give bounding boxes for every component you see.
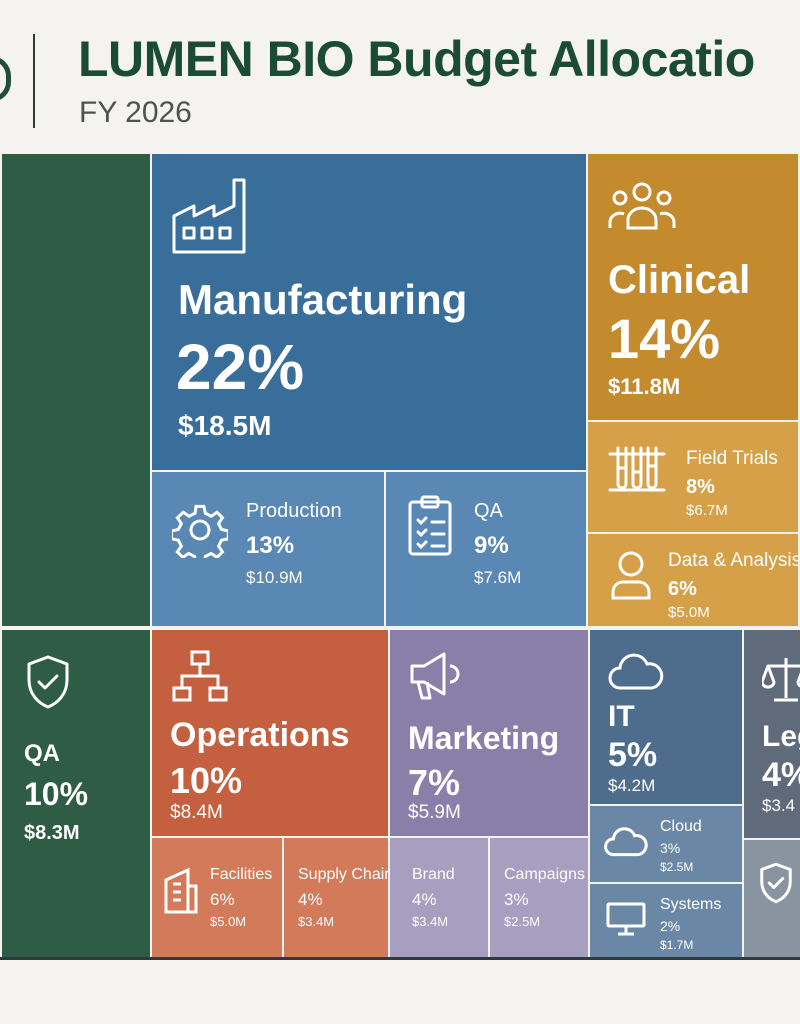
tile-marketing[interactable]: Marketing 7% $5.9M	[388, 628, 590, 838]
tile-percent: 7%	[408, 762, 461, 803]
tile-amount: $5.9M	[408, 802, 461, 823]
tile-field-trials[interactable]: Field Trials 8% $6.7M	[586, 420, 800, 534]
treemap-chart: Manufacturing 22% $18.5M Production 13% …	[0, 152, 800, 960]
tile-name: Production	[246, 500, 342, 522]
tile-manufacturing-qa[interactable]: QA 9% $7.6M	[384, 470, 588, 628]
tile-percent: 4%	[298, 890, 323, 909]
tile-name: Manufacturing	[178, 276, 468, 323]
header: LUMEN BIO Budget Allocatio FY 2026	[0, 0, 800, 150]
cloud-icon	[604, 826, 648, 858]
tile-it[interactable]: IT 5% $4.2M	[588, 628, 744, 806]
tile-name: Clinical	[608, 258, 751, 302]
tile-systems[interactable]: Systems 2% $1.7M	[588, 882, 744, 960]
tile-data-analysis[interactable]: Data & Analysis 6% $5.0M	[586, 532, 800, 628]
header-divider	[33, 34, 35, 128]
tile-name: Data & Analysis	[668, 550, 800, 571]
tile-amount: $8.3M	[24, 822, 80, 844]
tile-amount: $6.7M	[686, 502, 728, 519]
tile-percent: 13%	[246, 532, 295, 559]
chart-bottom-rule	[0, 957, 800, 960]
tile-campaigns[interactable]: Campaigns 3% $2.5M	[488, 836, 590, 960]
tile-legal[interactable]: Leg 4% $3.4	[742, 628, 800, 840]
tile-name: IT	[608, 700, 635, 733]
tile-cloud[interactable]: Cloud 3% $2.5M	[588, 804, 744, 884]
tile-amount: $2.5M	[660, 860, 694, 874]
tile-amount: $1.7M	[660, 938, 694, 952]
tile-percent: 14%	[608, 307, 721, 370]
clipboard-checklist-icon	[406, 494, 454, 558]
cloud-icon	[608, 652, 664, 692]
tile-supply-chain[interactable]: Supply Chain 4% $3.4M	[282, 836, 390, 960]
tile-amount: $18.5M	[178, 410, 272, 441]
tile-amount: $5.0M	[210, 914, 247, 929]
tile-amount: $4.2M	[608, 776, 656, 795]
tile-green-upper	[0, 152, 152, 628]
building-icon	[164, 866, 198, 914]
tile-name: Cloud	[660, 818, 702, 835]
tile-name: Brand	[412, 866, 455, 883]
test-tubes-icon	[608, 444, 666, 500]
tile-name: Supply Chain	[298, 866, 390, 883]
person-icon	[610, 550, 652, 600]
tile-name: Operations	[170, 716, 350, 754]
tile-percent: 8%	[686, 476, 715, 498]
tile-operations[interactable]: Operations 10% $8.4M	[150, 628, 390, 838]
tile-amount: $11.8M	[608, 374, 681, 399]
tile-clinical[interactable]: Clinical 14% $11.8M	[586, 152, 800, 422]
tile-qa[interactable]: QA 10% $8.3M	[0, 628, 152, 960]
tile-percent: 3%	[504, 890, 529, 909]
tile-name: Leg	[762, 720, 800, 753]
tile-manufacturing[interactable]: Manufacturing 22% $18.5M	[150, 152, 588, 472]
tile-percent: 4%	[762, 756, 800, 794]
tile-name: Field Trials	[686, 448, 778, 469]
tile-amount: $3.4M	[298, 914, 335, 929]
tile-brand[interactable]: Brand 4% $3.4M	[388, 836, 490, 960]
tile-amount: $5.0M	[668, 604, 710, 621]
factory-icon	[172, 176, 252, 254]
tile-percent: 4%	[412, 890, 437, 909]
page-title: LUMEN BIO Budget Allocatio	[78, 31, 755, 87]
shield-check-icon	[758, 862, 794, 904]
tile-legal-child[interactable]	[742, 838, 800, 960]
tile-percent: 6%	[668, 578, 697, 600]
tile-amount: $2.5M	[504, 914, 541, 929]
gear-icon	[172, 502, 228, 558]
tile-name: Campaigns	[504, 866, 585, 883]
tile-name: QA	[24, 740, 60, 767]
tile-amount: $10.9M	[246, 568, 303, 587]
tile-percent: 9%	[474, 532, 509, 559]
tile-amount: $3.4M	[412, 914, 449, 929]
people-group-icon	[608, 180, 676, 232]
tile-name: Facilities	[210, 866, 273, 883]
tile-amount: $8.4M	[170, 802, 223, 823]
tile-production[interactable]: Production 13% $10.9M	[150, 470, 386, 628]
page-subtitle: FY 2026	[79, 96, 192, 129]
org-chart-icon	[172, 650, 228, 702]
tile-percent: 22%	[176, 331, 305, 403]
tile-amount: $3.4	[762, 796, 796, 815]
tile-name: QA	[474, 500, 503, 522]
tile-amount: $7.6M	[474, 568, 522, 587]
tile-percent: 10%	[170, 760, 243, 801]
scales-icon	[762, 656, 800, 702]
logo-icon	[0, 56, 11, 102]
tile-percent: 2%	[660, 918, 681, 934]
tile-percent: 6%	[210, 890, 235, 909]
tile-name: Marketing	[408, 720, 560, 756]
tile-facilities[interactable]: Facilities 6% $5.0M	[150, 836, 284, 960]
tile-percent: 10%	[24, 776, 89, 812]
megaphone-icon	[410, 650, 466, 702]
tile-name: Systems	[660, 896, 722, 913]
tile-percent: 5%	[608, 736, 658, 774]
tile-percent: 3%	[660, 840, 681, 856]
monitor-icon	[606, 902, 646, 936]
shield-check-icon	[24, 654, 72, 710]
